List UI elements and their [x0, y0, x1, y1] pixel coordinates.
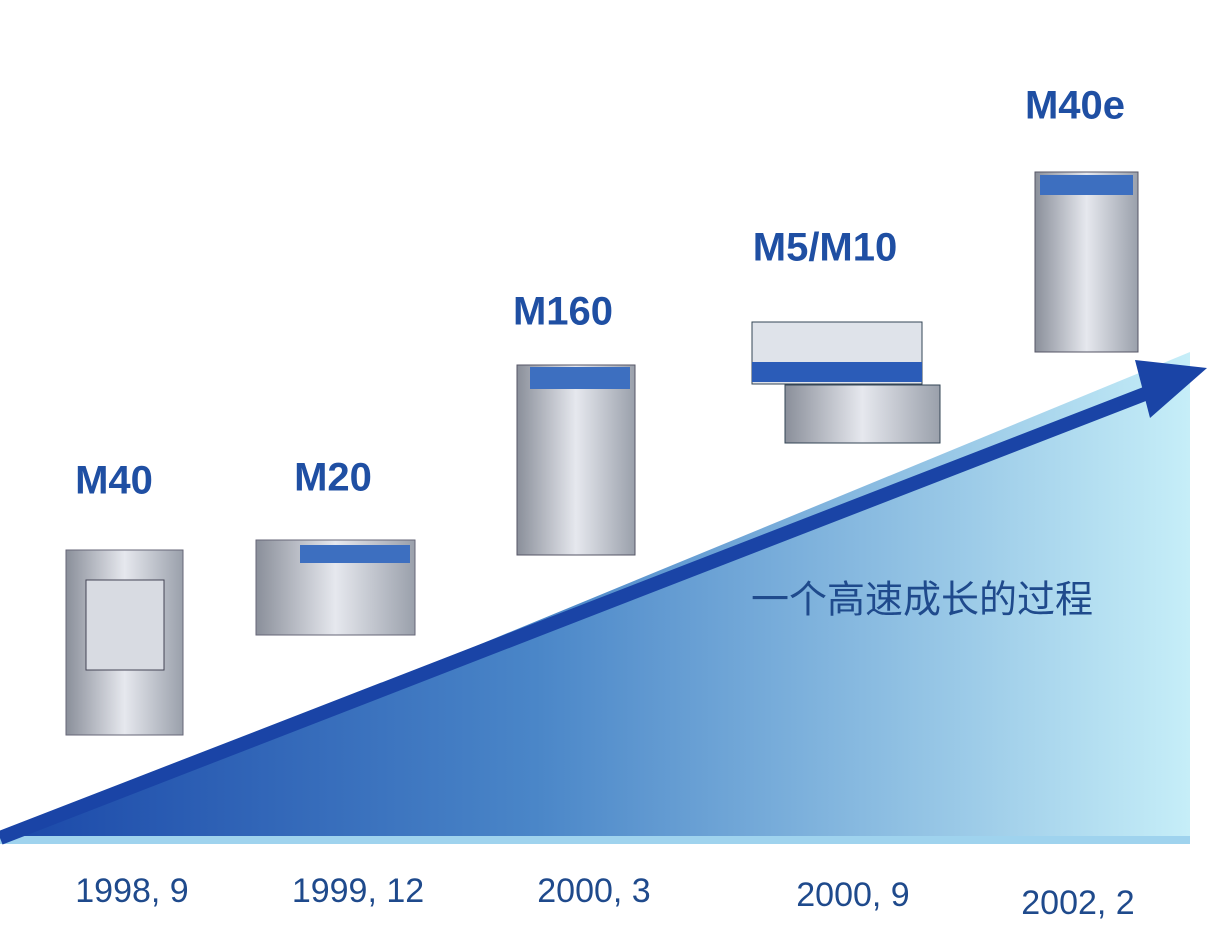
release-date: 2000, 9 [796, 876, 909, 914]
device-panel [85, 579, 165, 671]
device-panel [300, 545, 410, 563]
release-date: 1998, 9 [75, 872, 188, 910]
devices [65, 171, 1139, 736]
product-name: M160 [513, 290, 613, 334]
device-panel [530, 367, 630, 389]
device-m10 [784, 384, 941, 444]
device-panel [752, 362, 922, 382]
product-name: M40e [1025, 84, 1125, 128]
slogan: 一个高速成长的过程 [751, 578, 1093, 622]
device-m160 [516, 364, 636, 556]
arrow-shaft [0, 381, 1163, 845]
baseline [0, 836, 1190, 844]
release-date: 2000, 3 [537, 872, 650, 910]
product-name: M40 [75, 459, 153, 503]
arrow-head [1135, 360, 1207, 418]
release-date: 2002, 2 [1021, 884, 1134, 922]
release-date: 1999, 12 [292, 872, 424, 910]
product-name: M5/M10 [753, 226, 898, 270]
product-name: M20 [294, 456, 372, 500]
device-panel [1040, 175, 1133, 195]
device-m40e [1034, 171, 1139, 353]
